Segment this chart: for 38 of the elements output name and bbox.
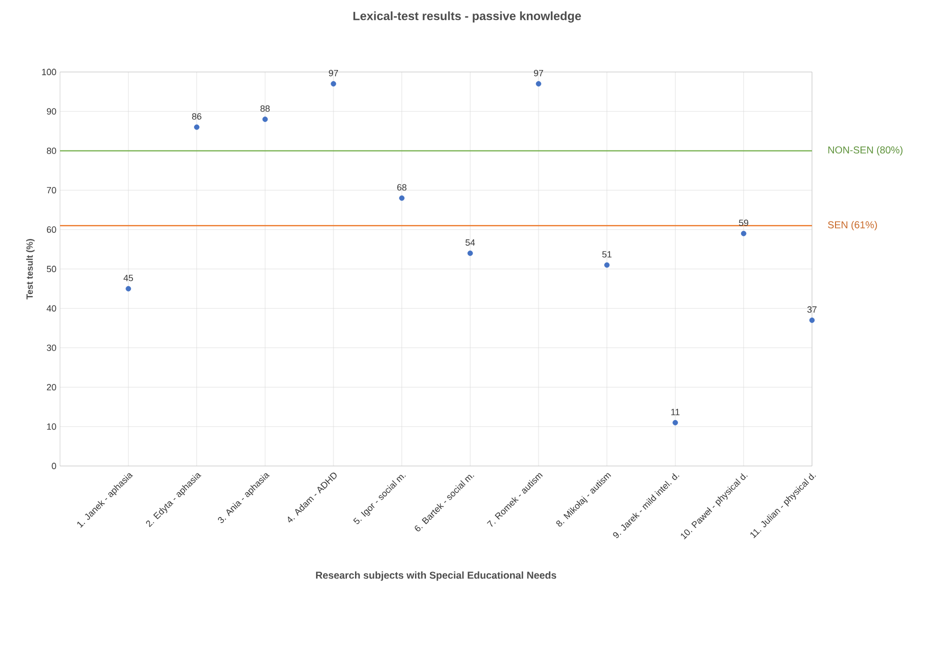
data-label: 45 <box>124 274 133 282</box>
ref-line-label: SEN (61%) <box>828 220 877 230</box>
y-tick-label: 30 <box>46 344 56 351</box>
y-tick-label: 70 <box>46 187 56 194</box>
data-label: 97 <box>328 70 338 76</box>
data-label: 88 <box>260 105 270 112</box>
y-tick-label: 40 <box>46 305 56 312</box>
ref-line-label: NON-SEN (80%) <box>828 146 902 156</box>
chart-title: Lexical-test results - passive knowledge <box>353 11 581 23</box>
data-label: 86 <box>192 113 202 120</box>
x-axis-title: Research subjects with Special Educational Needs <box>316 571 556 581</box>
data-label: 68 <box>397 184 406 191</box>
point <box>126 286 132 292</box>
y-tick-label: 80 <box>46 148 56 154</box>
data-label: 51 <box>602 251 612 258</box>
y-tick-label: 10 <box>47 423 56 430</box>
data-label: 11 <box>671 408 680 416</box>
data-label: 59 <box>738 220 748 226</box>
data-label: 97 <box>534 70 544 76</box>
data-label: 54 <box>466 239 475 246</box>
y-tick-label: 20 <box>46 384 56 390</box>
y-tick-label: 100 <box>42 68 56 76</box>
point <box>672 420 678 426</box>
point <box>330 81 336 87</box>
data-label: 37 <box>807 306 817 313</box>
point <box>399 195 405 201</box>
y-tick-label: 60 <box>46 226 56 233</box>
y-tick-label: 50 <box>46 266 56 272</box>
point <box>194 124 200 130</box>
point <box>809 318 815 323</box>
point <box>740 230 746 236</box>
point <box>536 81 542 87</box>
point <box>604 262 610 268</box>
point <box>467 250 473 256</box>
y-tick-label: 0 <box>52 462 56 470</box>
point <box>262 116 268 122</box>
y-tick-label: 90 <box>46 108 56 115</box>
y-axis-title: Test tesult (%) <box>26 239 35 300</box>
